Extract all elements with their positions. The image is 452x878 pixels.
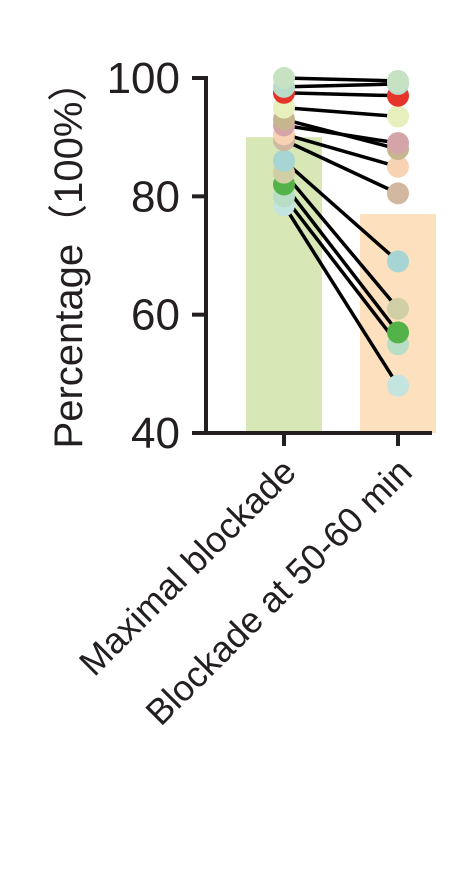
y-tick-label-40: 40 [131, 409, 180, 458]
y-axis-title: Percentage（100%） [47, 62, 91, 449]
pair-line-2 [283, 91, 399, 98]
dot-50-60-min-5 [387, 132, 409, 155]
dot-50-60-min-6 [387, 155, 409, 178]
pair-line-8 [282, 159, 400, 263]
y-tick-label-60: 60 [131, 291, 180, 340]
pair-line-1 [283, 82, 399, 89]
dot-50-60-min-12 [387, 374, 409, 397]
pair-line-7 [283, 138, 399, 195]
dot-50-60-min-9 [387, 297, 409, 320]
pair-line-5 [283, 123, 399, 145]
pair-line-6 [283, 132, 399, 169]
category-label-maximal-blockade: Maximal blockade [71, 451, 304, 684]
y-tick-label-100: 100 [107, 54, 180, 103]
pair-line-3 [283, 105, 399, 119]
y-tick-label-80: 80 [131, 172, 180, 221]
dot-maximal-8 [273, 149, 295, 172]
dot-50-60-min-3 [387, 105, 409, 128]
dot-50-60-min-7 [387, 182, 409, 205]
pair-line-9 [282, 171, 400, 310]
pair-line-10 [282, 183, 400, 334]
pair-line-0 [283, 76, 399, 83]
dot-maximal-0 [273, 67, 295, 89]
pair-line-12 [282, 204, 400, 387]
dot-50-60-min-10 [387, 321, 409, 344]
dot-50-60-min-8 [387, 250, 409, 273]
dot-50-60-min-0 [387, 69, 409, 92]
pair-line-11 [282, 195, 400, 346]
